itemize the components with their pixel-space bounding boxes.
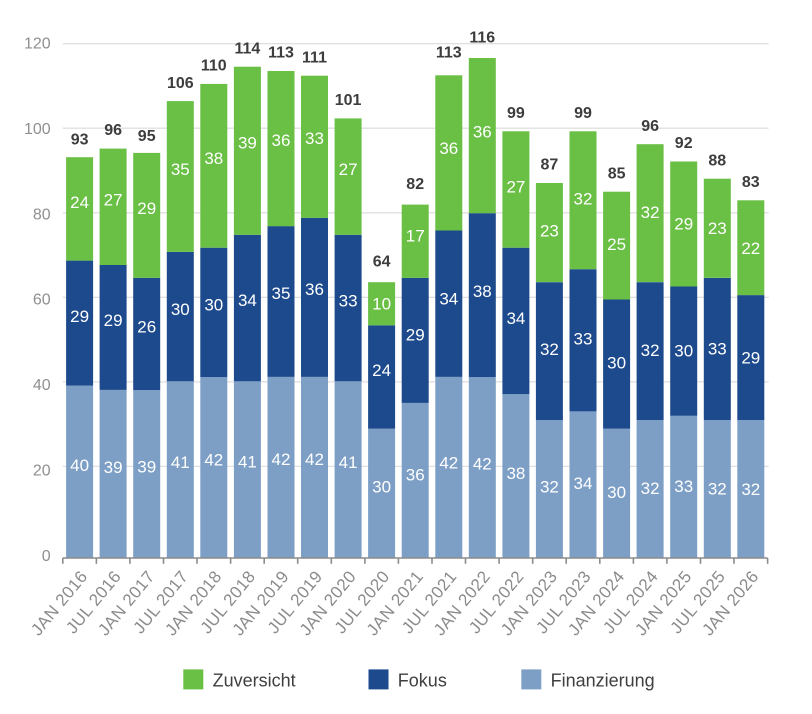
- svg-text:33: 33: [305, 129, 324, 148]
- svg-text:27: 27: [104, 191, 123, 210]
- svg-text:33: 33: [339, 291, 358, 310]
- svg-text:34: 34: [439, 290, 458, 309]
- svg-text:24: 24: [372, 361, 391, 380]
- svg-text:32: 32: [641, 203, 660, 222]
- svg-text:23: 23: [708, 219, 727, 238]
- svg-text:36: 36: [305, 280, 324, 299]
- svg-text:24: 24: [70, 193, 89, 212]
- svg-text:30: 30: [204, 296, 223, 315]
- svg-text:106: 106: [167, 75, 194, 92]
- svg-text:88: 88: [708, 152, 726, 169]
- svg-text:38: 38: [473, 282, 492, 301]
- svg-text:30: 30: [171, 300, 190, 319]
- svg-text:30: 30: [607, 354, 626, 373]
- svg-text:92: 92: [675, 135, 693, 152]
- svg-text:113: 113: [436, 45, 462, 62]
- svg-text:114: 114: [234, 40, 260, 57]
- svg-text:42: 42: [204, 451, 223, 470]
- svg-text:36: 36: [272, 131, 291, 150]
- svg-text:101: 101: [335, 92, 362, 109]
- svg-text:36: 36: [473, 123, 492, 142]
- svg-text:39: 39: [137, 458, 156, 477]
- svg-text:30: 30: [674, 341, 693, 360]
- svg-text:10: 10: [372, 295, 391, 314]
- svg-text:20: 20: [33, 462, 51, 479]
- svg-text:80: 80: [33, 206, 51, 223]
- svg-text:22: 22: [741, 239, 760, 258]
- svg-text:29: 29: [674, 214, 693, 233]
- svg-text:41: 41: [238, 453, 257, 472]
- svg-text:113: 113: [268, 45, 294, 62]
- svg-text:42: 42: [473, 454, 492, 473]
- svg-text:32: 32: [741, 480, 760, 499]
- svg-text:36: 36: [406, 466, 425, 485]
- svg-text:39: 39: [104, 458, 123, 477]
- svg-text:95: 95: [138, 128, 156, 145]
- svg-text:29: 29: [137, 199, 156, 218]
- svg-text:96: 96: [104, 122, 122, 139]
- svg-text:Fokus: Fokus: [398, 670, 447, 690]
- svg-text:35: 35: [171, 160, 190, 179]
- svg-text:93: 93: [71, 131, 89, 148]
- svg-text:33: 33: [674, 477, 693, 496]
- svg-text:38: 38: [506, 464, 525, 483]
- svg-text:96: 96: [641, 118, 659, 135]
- svg-text:27: 27: [506, 177, 525, 196]
- svg-text:33: 33: [574, 329, 593, 348]
- svg-text:29: 29: [70, 307, 89, 326]
- svg-text:99: 99: [574, 105, 592, 122]
- svg-text:29: 29: [104, 311, 123, 330]
- svg-text:38: 38: [204, 149, 223, 168]
- svg-text:30: 30: [372, 478, 391, 497]
- svg-text:83: 83: [742, 174, 760, 191]
- svg-text:34: 34: [574, 474, 593, 493]
- svg-text:120: 120: [24, 36, 51, 53]
- svg-text:60: 60: [33, 292, 51, 309]
- svg-text:34: 34: [238, 291, 257, 310]
- svg-text:111: 111: [302, 49, 327, 66]
- svg-text:25: 25: [607, 235, 626, 254]
- svg-text:110: 110: [201, 58, 227, 75]
- svg-text:34: 34: [506, 309, 525, 328]
- svg-text:39: 39: [238, 134, 257, 153]
- svg-text:36: 36: [439, 139, 458, 158]
- svg-text:32: 32: [708, 480, 727, 499]
- svg-text:Finanzierung: Finanzierung: [551, 670, 655, 690]
- svg-text:32: 32: [540, 478, 559, 497]
- svg-text:35: 35: [272, 284, 291, 303]
- svg-text:33: 33: [708, 340, 727, 359]
- svg-text:32: 32: [641, 479, 660, 498]
- svg-text:23: 23: [540, 221, 559, 240]
- svg-text:40: 40: [33, 377, 51, 394]
- svg-text:26: 26: [137, 318, 156, 337]
- svg-text:116: 116: [469, 30, 495, 47]
- svg-text:82: 82: [406, 176, 424, 193]
- svg-text:42: 42: [305, 450, 324, 469]
- svg-text:41: 41: [339, 453, 358, 472]
- svg-text:85: 85: [608, 165, 626, 182]
- svg-text:29: 29: [741, 349, 760, 368]
- svg-text:Zuversicht: Zuversicht: [213, 670, 296, 690]
- svg-text:41: 41: [171, 453, 190, 472]
- svg-text:87: 87: [541, 157, 559, 174]
- svg-text:42: 42: [272, 450, 291, 469]
- svg-text:32: 32: [641, 341, 660, 360]
- svg-text:99: 99: [507, 105, 525, 122]
- svg-text:42: 42: [439, 454, 458, 473]
- svg-text:0: 0: [42, 548, 51, 565]
- svg-text:40: 40: [70, 456, 89, 475]
- svg-text:27: 27: [339, 160, 358, 179]
- svg-text:100: 100: [24, 121, 51, 138]
- svg-text:32: 32: [574, 189, 593, 208]
- svg-text:32: 32: [540, 340, 559, 359]
- svg-text:17: 17: [406, 226, 425, 245]
- svg-text:64: 64: [373, 254, 391, 271]
- svg-text:29: 29: [406, 325, 425, 344]
- svg-text:30: 30: [607, 483, 626, 502]
